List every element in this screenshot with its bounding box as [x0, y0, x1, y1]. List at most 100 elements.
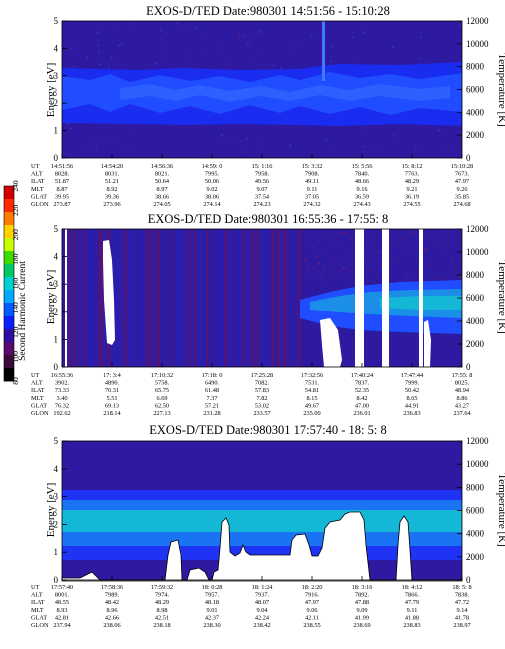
- noise-speck: [405, 251, 407, 253]
- noise-speck: [98, 51, 100, 53]
- panel-2-white-col-3: [382, 229, 389, 367]
- noise-speck: [352, 36, 354, 38]
- noise-speck: [226, 60, 228, 63]
- spectrogram-stripe: [185, 229, 188, 367]
- colorbar-swatch: [4, 251, 14, 265]
- panel-3-white-region: [61, 511, 463, 582]
- table-cell: 35.85: [455, 193, 469, 200]
- spectrogram-stripe: [191, 229, 194, 367]
- noise-speck: [454, 264, 456, 266]
- colorbar-tick-label: 200: [11, 229, 20, 241]
- y2-tick-label: 4000: [466, 316, 485, 326]
- table-cell: 39.95: [55, 193, 69, 200]
- table-cell: 37.05: [305, 193, 319, 200]
- noise-speck: [321, 278, 323, 281]
- table-cell: 8.96: [106, 607, 117, 614]
- spectrogram-stripe: [95, 229, 98, 367]
- table-cell: 15:10:28: [451, 163, 473, 170]
- noise-speck: [442, 239, 444, 241]
- y-tick-label: 2: [54, 307, 59, 317]
- noise-speck: [238, 33, 240, 35]
- noise-speck: [353, 248, 355, 251]
- y2-tick-label: 6000: [466, 293, 485, 303]
- noise-speck: [412, 232, 414, 234]
- table-cell: 41.78: [455, 614, 469, 621]
- table-row-label: ALT: [31, 592, 43, 599]
- table-cell: 50.64: [155, 178, 170, 185]
- noise-speck: [186, 55, 188, 57]
- table-cell: 7937.: [255, 592, 270, 599]
- noise-speck: [378, 263, 380, 265]
- spectrogram-stripe: [245, 229, 248, 367]
- panel-1-title: EXOS-D/TED Date:980301 14:51:56 - 15:10:…: [146, 4, 390, 18]
- noise-speck: [244, 139, 246, 141]
- table-cell: 48.94: [455, 387, 470, 394]
- colorbar-tick-label: 140: [11, 302, 20, 314]
- spectrogram-stripe: [68, 229, 71, 367]
- noise-speck: [322, 268, 324, 270]
- table-cell: 274.68: [453, 201, 470, 208]
- y2-tick-label: 8000: [466, 62, 485, 72]
- noise-speck: [317, 241, 319, 243]
- table-cell: 49.67: [305, 402, 319, 409]
- noise-speck: [451, 260, 453, 263]
- noise-speck: [259, 29, 261, 32]
- table-cell: 273.87: [53, 201, 70, 208]
- spectrogram-stripe: [275, 229, 278, 367]
- table-cell: 7908.: [305, 171, 320, 178]
- table-cell: 7989.: [105, 592, 120, 599]
- table-cell: 48.66: [355, 178, 369, 185]
- spectrogram-stripe: [257, 229, 260, 367]
- noise-speck: [73, 66, 75, 68]
- table-cell: 15: 8:12: [402, 163, 423, 170]
- table-cell: 42.37: [205, 614, 219, 621]
- noise-speck: [320, 234, 322, 236]
- table-cell: 42.11: [305, 614, 319, 621]
- y2-tick-label: 0: [466, 362, 471, 372]
- table-cell: 8.93: [56, 607, 67, 614]
- colorbar-swatch: [4, 368, 14, 382]
- noise-speck: [458, 260, 460, 262]
- spectrogram-stripe: [209, 229, 212, 367]
- noise-speck: [406, 275, 408, 277]
- noise-speck: [447, 146, 449, 148]
- noise-speck: [176, 23, 178, 25]
- y-tick-label: 2: [54, 519, 59, 529]
- noise-speck: [289, 144, 292, 146]
- table-cell: 9.14: [456, 607, 468, 614]
- noise-speck: [418, 58, 421, 60]
- spectrogram-stripe: [176, 229, 179, 367]
- noise-speck: [352, 271, 354, 274]
- noise-speck: [423, 258, 425, 260]
- colorbar-swatches: [4, 186, 14, 382]
- noise-speck: [194, 26, 197, 28]
- table-cell: 14:54:20: [101, 163, 123, 170]
- panel-2-ylabel2: Temperature [K]: [496, 260, 505, 333]
- table-cell: 61.48: [205, 387, 219, 394]
- panel-3-spectrogram: [61, 490, 463, 582]
- noise-speck: [308, 274, 310, 276]
- panel-1: EXOS-D/TED Date:980301 14:51:56 - 15:10:…: [31, 4, 505, 208]
- table-cell: 274.43: [353, 201, 370, 208]
- y-tick-label: 5: [54, 224, 59, 234]
- table-row-label: MLT: [31, 395, 44, 402]
- table-cell: 17: 3:4: [103, 372, 122, 379]
- noise-speck: [305, 260, 307, 262]
- colorbar-swatch: [4, 264, 14, 278]
- table-cell: 42.24: [255, 614, 270, 621]
- panel-2-white-low: [320, 318, 342, 367]
- noise-speck: [330, 60, 332, 62]
- spectrogram-stripe: [254, 229, 257, 367]
- table-cell: 54.81: [305, 387, 319, 394]
- spectrogram-stripe: [83, 229, 86, 367]
- spectrogram-stripe: [236, 229, 239, 367]
- panel-1-axes: 0 1 2 3 4 5 0 2000 4000 6000 8000 10000 12000: [54, 16, 490, 163]
- spectrogram-stripe: [221, 229, 224, 367]
- colorbar-tick-label: 100: [11, 351, 20, 363]
- colorbar-swatch: [4, 212, 14, 226]
- noise-speck: [389, 247, 391, 249]
- noise-speck: [160, 29, 162, 32]
- table-cell: 57.21: [205, 402, 219, 409]
- y-tick-label: 0: [54, 362, 59, 372]
- table-cell: 7.37: [206, 395, 217, 402]
